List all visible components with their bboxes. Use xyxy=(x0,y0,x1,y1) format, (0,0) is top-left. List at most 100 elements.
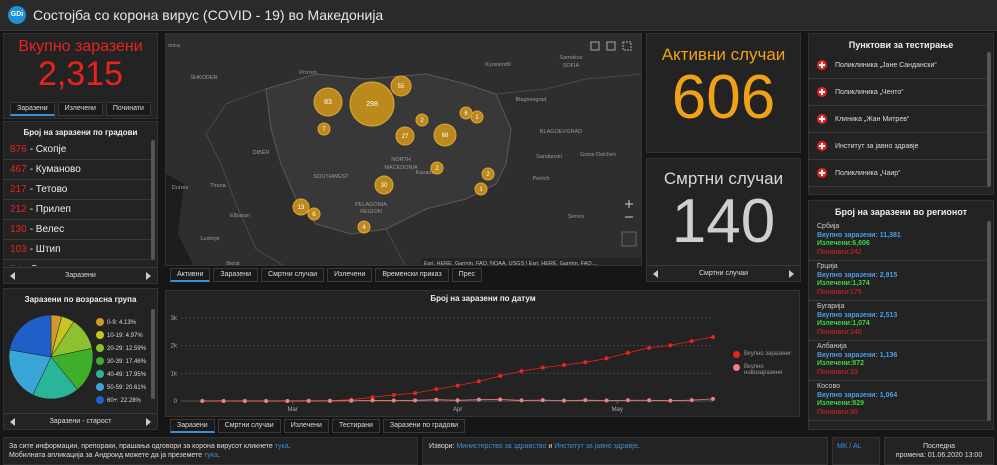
data-point[interactable] xyxy=(370,395,375,400)
cluster[interactable] xyxy=(349,81,395,127)
data-point[interactable] xyxy=(519,398,524,403)
data-point[interactable] xyxy=(625,350,630,355)
data-point[interactable] xyxy=(413,398,418,403)
data-point[interactable] xyxy=(625,398,630,403)
link[interactable]: тука xyxy=(204,452,218,459)
tab[interactable]: Тестирани xyxy=(331,419,380,433)
home-button[interactable] xyxy=(590,41,600,51)
testing-row[interactable]: Поликлиника „Јане Сандански“ xyxy=(809,52,987,79)
prev[interactable] xyxy=(10,272,15,280)
data-point[interactable] xyxy=(519,369,524,374)
tab[interactable]: Заразени xyxy=(170,419,215,433)
pie-slice[interactable] xyxy=(50,348,94,390)
testing-row[interactable]: Поликлиника „Ченто“ xyxy=(809,79,987,106)
tab[interactable]: Излечени xyxy=(327,268,373,282)
data-point[interactable] xyxy=(689,398,694,403)
cluster[interactable] xyxy=(313,87,343,117)
data-point[interactable] xyxy=(711,396,715,401)
data-point[interactable] xyxy=(391,392,396,397)
data-point[interactable] xyxy=(434,387,439,392)
data-point[interactable] xyxy=(349,398,354,403)
data-point[interactable] xyxy=(540,398,545,403)
data-point[interactable] xyxy=(455,383,460,388)
data-point[interactable] xyxy=(689,339,694,344)
data-point[interactable] xyxy=(647,398,652,403)
city-row[interactable]: 103- Штип xyxy=(4,240,152,260)
data-point[interactable] xyxy=(413,391,418,396)
data-point[interactable] xyxy=(583,398,588,403)
cluster[interactable] xyxy=(430,161,444,175)
scrollbar[interactable] xyxy=(151,309,155,399)
testing-row[interactable]: Институт за јавно здравје xyxy=(809,133,987,160)
tab[interactable]: Активни xyxy=(170,268,211,282)
tab[interactable]: Заразени xyxy=(213,268,259,282)
link[interactable]: Министерство за здравство xyxy=(456,443,547,450)
link[interactable]: Институт за јавно здравје xyxy=(554,443,638,450)
tab[interactable]: Излечени xyxy=(283,419,329,433)
data-point[interactable] xyxy=(455,398,460,403)
tab[interactable]: Прес xyxy=(451,268,482,282)
city-row[interactable]: 130- Велес xyxy=(4,220,152,240)
data-point[interactable] xyxy=(711,334,715,339)
link[interactable]: тука xyxy=(274,443,289,450)
language[interactable]: MK / AL xyxy=(832,437,880,465)
data-point[interactable] xyxy=(434,397,439,402)
tab[interactable]: Заразени по градови xyxy=(382,419,466,433)
data-point[interactable] xyxy=(668,398,673,403)
tab[interactable]: Смртни случаи xyxy=(217,419,281,433)
city-row[interactable]: 94- Струга xyxy=(4,260,152,266)
cluster[interactable] xyxy=(415,113,429,127)
cluster[interactable] xyxy=(395,126,415,146)
data-point[interactable] xyxy=(476,397,481,402)
data-point[interactable] xyxy=(370,398,375,403)
cluster[interactable] xyxy=(307,207,321,221)
compass[interactable] xyxy=(621,231,637,247)
scrollbar[interactable] xyxy=(987,221,991,421)
tab[interactable]: Излечени xyxy=(57,102,103,116)
cluster[interactable] xyxy=(433,123,457,147)
city-row[interactable]: 217- Тетово xyxy=(4,180,152,200)
cluster[interactable] xyxy=(374,175,394,195)
data-point[interactable] xyxy=(306,398,311,403)
data-point[interactable] xyxy=(647,345,652,350)
city-row[interactable]: 876- Скопје xyxy=(4,140,152,160)
logo[interactable]: GDi xyxy=(8,6,26,24)
testing-row[interactable]: Клиника „Жан Митрев“ xyxy=(809,106,987,133)
cluster[interactable] xyxy=(357,220,371,234)
cluster[interactable] xyxy=(292,198,310,216)
data-point[interactable] xyxy=(604,398,609,403)
data-point[interactable] xyxy=(327,398,332,403)
data-point[interactable] xyxy=(476,379,481,384)
data-point[interactable] xyxy=(540,365,545,370)
cluster[interactable] xyxy=(470,110,484,124)
city-row[interactable]: 467- Куманово xyxy=(4,160,152,180)
zoom-in[interactable] xyxy=(625,200,633,208)
data-point[interactable] xyxy=(604,356,609,361)
data-point[interactable] xyxy=(583,360,588,365)
tab[interactable]: Временски приказ xyxy=(375,268,449,282)
prev[interactable] xyxy=(653,270,658,278)
prev[interactable] xyxy=(10,418,15,426)
scrollbar[interactable] xyxy=(151,140,155,260)
scrollbar[interactable] xyxy=(987,52,991,187)
data-point[interactable] xyxy=(285,399,290,403)
legend-item[interactable]: Вкупно новозаразени xyxy=(733,364,797,376)
data-point[interactable] xyxy=(242,399,247,403)
data-point[interactable] xyxy=(264,398,269,403)
data-point[interactable] xyxy=(562,363,567,368)
cluster[interactable] xyxy=(317,122,331,136)
cluster[interactable] xyxy=(390,75,412,97)
data-point[interactable] xyxy=(562,398,567,403)
data-point[interactable] xyxy=(221,399,226,403)
cluster[interactable] xyxy=(474,182,488,196)
next[interactable] xyxy=(789,270,794,278)
list-button[interactable] xyxy=(606,41,616,51)
data-point[interactable] xyxy=(498,373,503,378)
data-point[interactable] xyxy=(391,398,396,403)
next[interactable] xyxy=(146,418,151,426)
city-row[interactable]: 212- Прилеп xyxy=(4,200,152,220)
pie-slice[interactable] xyxy=(32,356,78,400)
cluster[interactable] xyxy=(481,167,495,181)
data-point[interactable] xyxy=(498,397,503,402)
pie-slice[interactable] xyxy=(9,314,52,358)
